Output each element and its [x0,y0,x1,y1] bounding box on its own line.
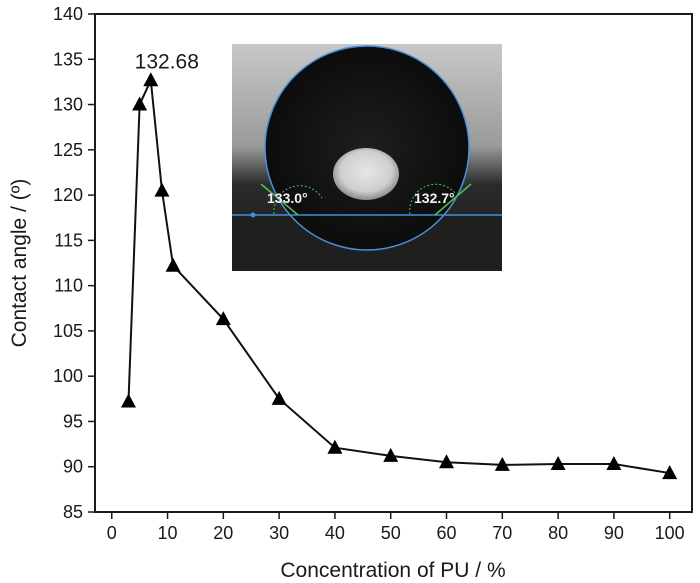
data-point-marker [383,447,399,462]
x-tick-label: 70 [492,523,512,543]
data-point-marker [439,454,455,469]
right-angle-label: 132.7° [414,190,455,206]
x-tick-label: 10 [158,523,178,543]
data-point-marker [271,390,287,405]
x-tick-label: 80 [548,523,568,543]
data-point-marker [165,257,181,272]
y-tick-label: 90 [63,457,83,477]
data-point-marker [606,456,622,471]
data-point-marker [120,393,136,408]
left-angle-arc [273,185,323,215]
data-point-marker [215,311,231,326]
series-layer [120,72,678,480]
x-axis: 0 10 20 30 40 50 60 70 80 90 100 [107,512,685,543]
left-angle-label: 133.0° [267,190,308,206]
right-tangent [434,183,472,216]
data-point-marker [662,465,678,480]
y-axis: 85 90 95 100 105 110 115 120 125 130 135 140 [53,4,95,522]
y-tick-label: 110 [54,276,83,296]
y-tick-label: 140 [53,4,83,24]
y-tick-label: 125 [53,140,83,160]
peak-value-annotation: 132.68 [135,50,199,73]
y-tick-label: 100 [53,366,83,386]
data-point-marker [550,456,566,471]
x-tick-label: 30 [269,523,289,543]
y-tick-label: 120 [53,185,83,205]
y-tick-label: 85 [63,502,83,522]
plot-frame [94,13,693,513]
data-point-marker [132,96,148,111]
left-tangent [260,183,299,216]
baseline-marker [250,212,256,218]
droplet-highlight [333,148,399,200]
droplet [264,45,470,251]
x-tick-label: 100 [655,523,685,543]
x-tick-label: 50 [381,523,401,543]
x-tick-label: 60 [436,523,456,543]
droplet-inset-image: 133.0° 132.7° [232,44,502,271]
x-axis-title: Concentration of PU / % [280,559,505,582]
data-point-marker [494,456,510,471]
data-point-marker [154,182,170,197]
y-tick-label: 130 [53,95,83,115]
right-angle-arc [409,183,457,215]
x-tick-label: 90 [604,523,624,543]
y-tick-label: 95 [63,411,83,431]
data-point-marker [143,72,159,87]
y-axis-title: Contact angle / (º) [8,179,31,348]
data-point-marker [327,439,343,454]
y-tick-label: 115 [54,230,83,250]
y-tick-label: 105 [53,321,83,341]
series-line [127,76,670,475]
x-tick-label: 40 [325,523,345,543]
x-tick-label: 0 [107,523,117,543]
y-tick-label: 135 [53,49,83,69]
x-tick-label: 20 [213,523,233,543]
